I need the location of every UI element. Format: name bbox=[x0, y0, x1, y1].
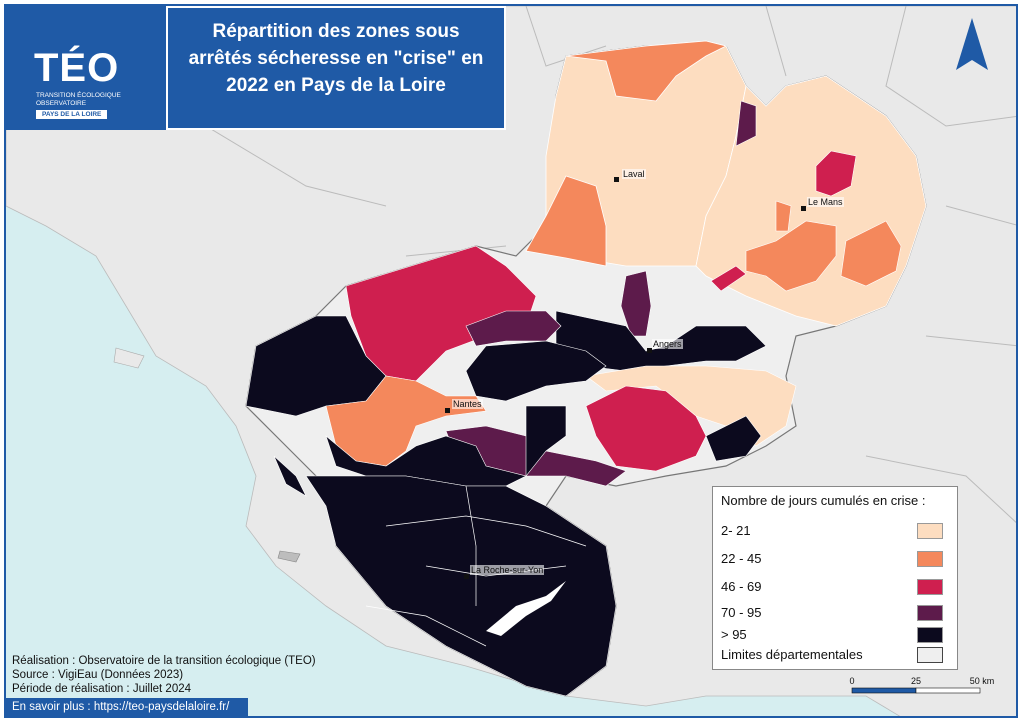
logo-subtitle: TRANSITION ÉCOLOGIQUE OBSERVATOIRE bbox=[36, 92, 121, 107]
map-frame: TÉO TRANSITION ÉCOLOGIQUE OBSERVATOIRE P… bbox=[4, 4, 1018, 718]
zone-vendee-internal-lines bbox=[365, 485, 587, 647]
logo-title: TÉO bbox=[34, 46, 120, 90]
zone-sarthe-red bbox=[815, 150, 857, 197]
legend-item-label: 46 - 69 bbox=[721, 579, 762, 594]
city-label-nantes: Nantes bbox=[452, 399, 483, 409]
scale-bar: 0 25 50 km bbox=[849, 676, 995, 694]
map-canvas bbox=[6, 6, 1016, 716]
legend-item: 46 - 69 bbox=[721, 577, 949, 597]
city-dot-angers bbox=[647, 348, 652, 353]
credit-line-3: Période de réalisation : Juillet 2024 bbox=[12, 683, 192, 695]
legend-item: 22 - 45 bbox=[721, 549, 949, 569]
legend-item: > 95 bbox=[721, 625, 949, 645]
map-title: Répartition des zones sous arrêtés séche… bbox=[188, 21, 484, 96]
legend-item-boundary: Limites départementales bbox=[721, 645, 949, 665]
north-arrow-icon bbox=[956, 18, 988, 70]
credit-line-2: Source : VigiEau (Données 2023) bbox=[12, 669, 184, 681]
zone-sarthe-orange-1 bbox=[775, 200, 792, 232]
zone-vendee-black bbox=[305, 475, 617, 697]
zone-sarthe-red-small bbox=[710, 265, 747, 292]
legend-swatch bbox=[917, 627, 943, 643]
legend-item: 70 - 95 bbox=[721, 603, 949, 623]
legend-title: Nombre de jours cumulés en crise : bbox=[721, 493, 926, 508]
zone-la-black-center bbox=[465, 340, 607, 402]
teo-logo[interactable]: TÉO TRANSITION ÉCOLOGIQUE OBSERVATOIRE P… bbox=[6, 6, 166, 130]
zone-la-purple bbox=[465, 310, 562, 347]
legend-item-label: 22 - 45 bbox=[721, 551, 762, 566]
neighbor-boundaries bbox=[205, 6, 1016, 523]
zone-vendee-river bbox=[486, 581, 566, 636]
scale-tick-0: 0 bbox=[849, 676, 854, 686]
scale-tick-50: 50 km bbox=[970, 676, 995, 686]
island-noirmoutier bbox=[273, 455, 307, 497]
zone-sarthe-dark-purple bbox=[735, 100, 757, 147]
legend-item-label: > 95 bbox=[721, 627, 747, 642]
legend-boundary-label: Limites départementales bbox=[721, 647, 863, 662]
zone-mayenne-north-orange bbox=[565, 40, 728, 102]
zone-la-black-northwest bbox=[245, 315, 387, 417]
zone-sarthe-orange-3 bbox=[840, 220, 902, 287]
legend-swatch bbox=[917, 551, 943, 567]
zone-laval-orange bbox=[525, 175, 607, 267]
logo-badge: PAYS DE LA LOIRE bbox=[36, 110, 108, 119]
credit-line-1: Réalisation : Observatoire de la transit… bbox=[12, 655, 316, 667]
island-yeu bbox=[277, 550, 301, 563]
legend-swatch bbox=[917, 579, 943, 595]
title-box: Répartition des zones sous arrêtés séche… bbox=[166, 6, 506, 130]
zone-anjou-purple-corridor bbox=[620, 270, 652, 337]
city-dot-nantes bbox=[445, 408, 450, 413]
city-dot-la-roche bbox=[464, 574, 469, 579]
legend-item: 2- 21 bbox=[721, 521, 949, 541]
scale-segment-1 bbox=[851, 687, 917, 694]
legend: Nombre de jours cumulés en crise : 2- 21… bbox=[712, 486, 958, 670]
city-label-la-roche: La Roche-sur-Yon bbox=[470, 565, 545, 575]
scale-segment-2 bbox=[915, 687, 981, 694]
credits: Réalisation : Observatoire de la transit… bbox=[12, 654, 316, 696]
city-dot-le-mans bbox=[801, 206, 806, 211]
legend-item-label: 70 - 95 bbox=[721, 605, 762, 620]
zone-anjou-red bbox=[585, 385, 707, 472]
legend-swatch-boundary bbox=[917, 647, 943, 663]
zone-sarthe-orange-2 bbox=[745, 220, 837, 292]
city-label-le-mans: Le Mans bbox=[807, 197, 844, 207]
city-label-angers: Angers bbox=[652, 339, 683, 349]
scale-tick-25: 25 bbox=[911, 676, 921, 686]
legend-swatch bbox=[917, 605, 943, 621]
island-belle-ile bbox=[113, 347, 145, 369]
zone-la-red bbox=[345, 245, 537, 382]
zone-anjou-black-east bbox=[705, 415, 762, 462]
city-label-laval: Laval bbox=[622, 169, 646, 179]
city-dot-laval bbox=[614, 177, 619, 182]
more-info-link[interactable]: En savoir plus : https://teo-paysdelaloi… bbox=[6, 698, 248, 716]
legend-swatch bbox=[917, 523, 943, 539]
legend-item-label: 2- 21 bbox=[721, 523, 751, 538]
